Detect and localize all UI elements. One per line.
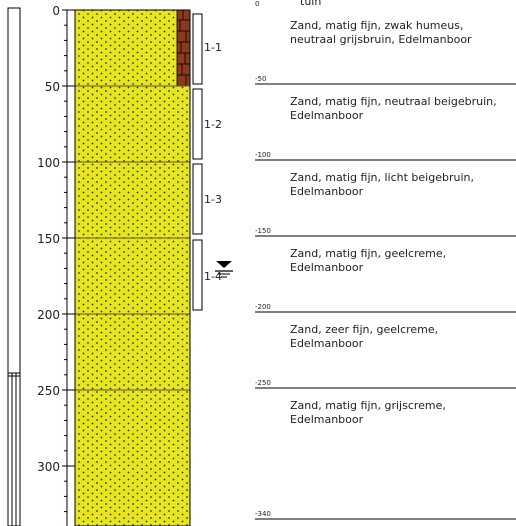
sample-box	[192, 163, 203, 235]
depth-mark-label: -250	[255, 379, 271, 387]
layer-description-line: neutraal grijsbruin, Edelmanboor	[290, 33, 472, 46]
layer-description-line: Edelmanboor	[290, 109, 364, 122]
top-label: tuin	[300, 0, 321, 8]
groundwater-level-icon	[215, 261, 233, 278]
depth-mark-label: -340	[255, 510, 271, 518]
layer-description-line: Zand, matig fijn, geelcreme,	[290, 247, 446, 260]
filter-screen	[11, 395, 17, 525]
sample-label: 1-3	[204, 193, 222, 206]
layer-description-line: Zand, matig fijn, grijscreme,	[290, 399, 446, 412]
layer-description-line: Zand, matig fijn, zwak humeus,	[290, 19, 463, 32]
well-casing	[7, 7, 21, 526]
layer-description-line: Zand, zeer fijn, geelcreme,	[290, 323, 438, 336]
depth-mark-label: 0	[255, 0, 259, 8]
humus-strip	[176, 9, 191, 87]
scale-tick-label: 150	[37, 232, 60, 246]
layer-description-line: Edelmanboor	[290, 261, 364, 274]
layer-description-line: Edelmanboor	[290, 337, 364, 350]
depth-mark-label: -100	[255, 151, 271, 159]
depth-mark-label: -200	[255, 303, 271, 311]
description-column: tuin 0 -50 -100 -150 -200 -250 -340 Zand, mati…	[255, 0, 516, 520]
scale-tick-label: 200	[37, 308, 60, 322]
sample-box	[192, 13, 203, 85]
depth-scale: 0 50 100 150 200 250 300	[37, 4, 75, 526]
sample-boxes: 1-1 1-2 1-3 1-4	[192, 13, 222, 311]
layer-description-line: Zand, matig fijn, licht beigebruin,	[290, 171, 474, 184]
scale-tick-label: 50	[45, 80, 60, 94]
layer-description-line: Zand, matig fijn, neutraal beigebruin,	[290, 95, 497, 108]
sample-label: 1-1	[204, 41, 222, 54]
sample-box	[192, 239, 203, 311]
depth-mark-label: -50	[255, 75, 266, 83]
sample-label: 1-4	[204, 270, 222, 283]
soil-column	[74, 9, 191, 526]
scale-tick-label: 100	[37, 156, 60, 170]
scale-tick-label: 250	[37, 384, 60, 398]
layer-description-line: Edelmanboor	[290, 413, 364, 426]
scale-tick-label: 0	[52, 4, 60, 18]
depth-mark-label: -150	[255, 227, 271, 235]
scale-tick-label: 300	[37, 460, 60, 474]
sample-label: 1-2	[204, 118, 222, 131]
sample-box	[192, 88, 203, 160]
layer-description-line: Edelmanboor	[290, 185, 364, 198]
